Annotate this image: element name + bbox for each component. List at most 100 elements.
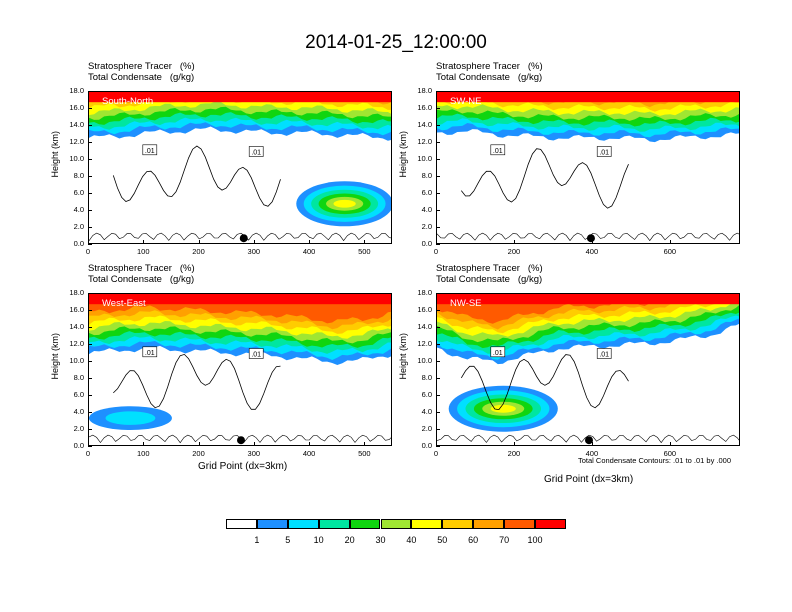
y-tick-mark [436, 125, 440, 126]
y-tick-label: 18.0 [69, 288, 84, 297]
panel-title-tracer: Stratosphere Tracer (%) [436, 61, 543, 72]
colorbar-label: 20 [344, 535, 355, 545]
condensate-contour [113, 353, 281, 410]
y-tick-mark [88, 310, 92, 311]
y-tick-mark [88, 142, 92, 143]
y-tick-mark [88, 293, 92, 294]
y-tick-mark [436, 378, 440, 379]
colorbar-label: 50 [437, 535, 448, 545]
x-tick-label: 0 [433, 247, 439, 256]
x-tick-label: 600 [663, 247, 677, 256]
contour-label: .01 [599, 352, 609, 359]
y-tick-label: 10.0 [417, 356, 432, 365]
x-tick-label: 0 [85, 247, 91, 256]
section-center-marker [586, 234, 595, 243]
x-tick-mark [669, 240, 671, 244]
y-tick-label: 10.0 [69, 356, 84, 365]
y-tick-label: 2.0 [73, 222, 84, 231]
x-axis-label: Grid Point (dx=3km) [198, 461, 288, 472]
plot-svg: .01 .01 [89, 92, 391, 243]
contour-label-box [490, 346, 506, 358]
tracer-blob-level-2 [105, 411, 156, 425]
y-tick-label: 2.0 [421, 424, 432, 433]
contour-label: .01 [493, 350, 503, 357]
y-tick-label: 10.0 [69, 154, 84, 163]
colorbar-label: 40 [406, 535, 417, 545]
y-tick-label: 12.0 [417, 339, 432, 348]
y-tick-mark [88, 361, 92, 362]
tracer-blob-level-6 [333, 199, 356, 208]
x-tick-label: 400 [585, 449, 599, 458]
y-tick-mark [436, 176, 440, 177]
y-tick-mark [436, 327, 440, 328]
contour-label-box [142, 144, 158, 156]
y-tick-label: 6.0 [421, 390, 432, 399]
colorbar-segment [442, 519, 474, 529]
contour-label: .01 [251, 352, 261, 359]
y-tick-label: 4.0 [73, 205, 84, 214]
colorbar-label: 1 [254, 535, 260, 545]
y-tick-label: 18.0 [69, 86, 84, 95]
y-tick-mark [88, 193, 92, 194]
y-tick-label: 14.0 [417, 120, 432, 129]
panel-title-condensate: Total Condensate (g/kg) [88, 274, 195, 285]
y-tick-label: 18.0 [417, 288, 432, 297]
tracer-blob-level-6 [490, 404, 516, 413]
x-tick-mark [669, 442, 671, 446]
colorbar-label: 100 [527, 535, 543, 545]
x-tick-mark [436, 240, 437, 244]
colorbar-label: 5 [285, 535, 291, 545]
y-tick-label: 16.0 [69, 305, 84, 314]
panel-title-condensate: Total Condensate (g/kg) [88, 72, 195, 83]
y-tick-mark [88, 210, 92, 211]
contour-label: .01 [145, 350, 155, 357]
y-tick-mark [88, 227, 92, 228]
contour-label-box [248, 146, 264, 157]
x-tick-label: 200 [192, 449, 205, 458]
condensate-contour [112, 145, 281, 207]
y-tick-label: 8.0 [73, 171, 84, 180]
y-tick-mark [88, 108, 92, 109]
y-tick-mark [88, 412, 92, 413]
y-tick-label: 4.0 [421, 205, 432, 214]
y-tick-mark [88, 91, 92, 92]
y-tick-label: 16.0 [69, 103, 84, 112]
y-tick-label: 2.0 [421, 222, 432, 231]
colorbar-segment [473, 519, 505, 529]
y-tick-mark [436, 395, 440, 396]
y-tick-mark [436, 446, 440, 447]
x-tick-mark [591, 442, 593, 446]
x-tick-mark [309, 240, 311, 244]
x-tick-mark [513, 240, 515, 244]
y-tick-label: 6.0 [421, 188, 432, 197]
colorbar-segment [287, 519, 319, 529]
y-tick-mark [88, 344, 92, 345]
y-tick-label: 8.0 [73, 373, 84, 382]
y-tick-mark [436, 91, 440, 92]
y-tick-label: 14.0 [69, 322, 84, 331]
y-tick-mark [436, 244, 440, 245]
y-tick-mark [436, 310, 440, 311]
plot-svg: .01 .01 [437, 294, 739, 445]
colorbar-segment [504, 519, 535, 529]
y-tick-mark [436, 210, 440, 211]
section-label: South-North [102, 96, 154, 107]
y-tick-label: 0.0 [73, 441, 84, 450]
y-tick-label: 12.0 [69, 339, 84, 348]
x-tick-label: 100 [137, 449, 150, 458]
contour-label-box [142, 346, 158, 358]
x-tick-mark [591, 240, 593, 244]
x-tick-label: 200 [192, 247, 205, 256]
colorbar-label: 60 [468, 535, 479, 545]
y-tick-label: 16.0 [417, 305, 432, 314]
section-center-marker [237, 436, 245, 445]
plot-svg: .01 .01 [89, 294, 391, 445]
y-tick-mark [436, 108, 440, 109]
section-center-marker [239, 234, 248, 243]
y-tick-label: 16.0 [417, 103, 432, 112]
y-tick-mark [88, 327, 92, 328]
contour-label: .01 [599, 150, 609, 157]
colorbar-segment [411, 519, 443, 529]
contour-label-box [596, 146, 612, 157]
y-tick-mark [436, 193, 440, 194]
